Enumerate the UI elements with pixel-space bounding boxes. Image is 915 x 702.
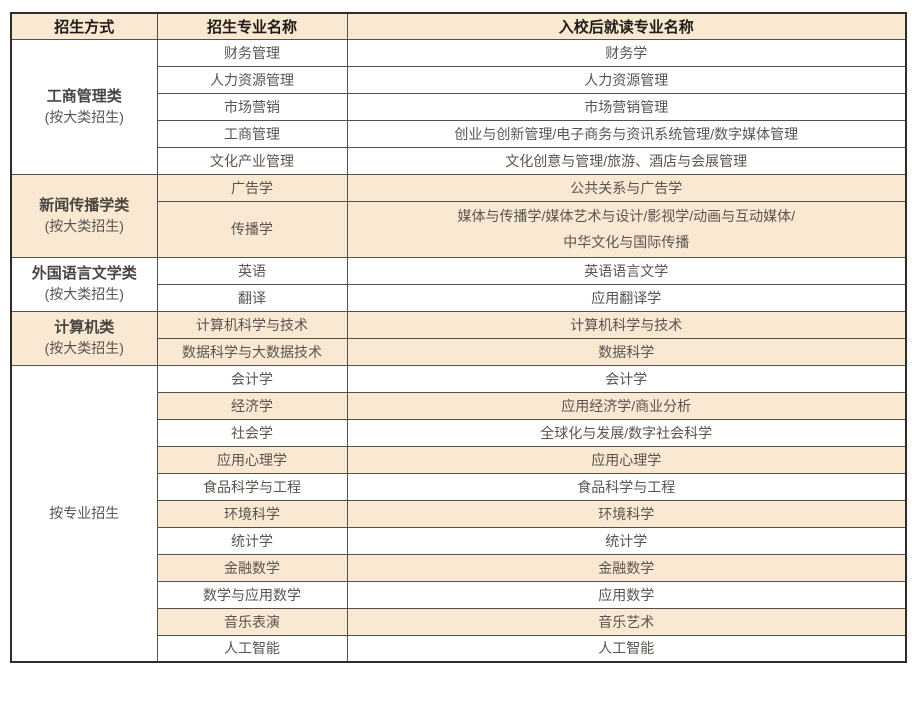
admissions-table: 招生方式 招生专业名称 入校后就读专业名称 工商管理类 (按大类招生) 财务管理… [10,12,907,663]
group-subtitle: (按大类招生) [44,340,124,356]
target-cell: 财务学 [346,38,907,67]
table-row: 社会学 全球化与发展/数字社会科学 [11,418,907,447]
table-row: 食品科学与工程 食品科学与工程 [11,472,907,501]
target-cell: 人力资源管理 [346,65,907,94]
target-cell: 应用经济学/商业分析 [346,391,907,420]
major-cell: 市场营销 [156,92,348,121]
table-row: 新闻传播学类 (按大类招生) 广告学 公共关系与广告学 [10,173,907,258]
group-subtitle: (按大类招生) [44,217,124,234]
target-cell: 应用数学 [346,580,907,609]
major-cell: 食品科学与工程 [156,472,348,501]
table-row: 环境科学 环境科学 [11,499,907,528]
table-row: 数学与应用数学 应用数学 [11,580,907,609]
target-cell: 英语语言文学 [346,256,907,285]
major-cell: 计算机科学与技术 [156,310,348,339]
major-cell: 翻译 [156,283,348,312]
table-row: 工商管理类 (按大类招生) 财务管理 财务学 [10,38,907,175]
target-cell: 全球化与发展/数字社会科学 [346,418,907,447]
major-cell: 会计学 [156,364,348,393]
target-cell: 媒体与传播学/媒体艺术与设计/影视学/动画与互动媒体/ 中华文化与国际传播 [346,200,907,258]
major-cell: 数学与应用数学 [156,580,348,609]
target-cell: 应用心理学 [346,445,907,474]
target-cell: 金融数学 [346,553,907,582]
column-header-admission-major: 招生专业名称 [156,12,348,40]
table-row: 经济学 应用经济学/商业分析 [11,391,907,420]
table-row: 工商管理 创业与创新管理/电子商务与资讯系统管理/数字媒体管理 [11,119,907,148]
group-name: 外国语言文学类 [31,265,137,282]
column-header-enrolled-major: 入校后就读专业名称 [346,12,907,40]
major-cell: 环境科学 [156,499,348,528]
table-row: 传播学 媒体与传播学/媒体艺术与设计/影视学/动画与互动媒体/ 中华文化与国际传… [11,200,907,258]
major-cell: 音乐表演 [156,607,348,636]
target-cell: 公共关系与广告学 [346,173,907,202]
target-cell: 计算机科学与技术 [346,310,907,339]
group-subtitle: (按大类招生) [44,108,124,125]
major-cell: 财务管理 [156,38,348,67]
major-cell: 数据科学与大数据技术 [156,337,348,366]
table-row: 统计学 统计学 [11,526,907,555]
group-name: 新闻传播学类 [39,196,130,214]
major-cell: 应用心理学 [156,445,348,474]
group-cell-business: 工商管理类 (按大类招生) [10,38,158,175]
target-cell: 食品科学与工程 [346,472,907,501]
table-row: 外国语言文学类 (按大类招生) 英语 英语语言文学 [10,256,907,312]
target-line-2: 中华文化与国际传播 [563,234,690,250]
major-cell: 传播学 [156,200,348,258]
target-cell: 文化创意与管理/旅游、酒店与会展管理 [346,146,907,175]
target-cell: 人工智能 [346,634,907,663]
table-row: 计算机类 (按大类招生) 计算机科学与技术 计算机科学与技术 [10,310,907,366]
table-row: 应用心理学 应用心理学 [11,445,907,474]
group-cell-journalism: 新闻传播学类 (按大类招生) [10,173,158,258]
major-cell: 英语 [156,256,348,285]
table-row: 音乐表演 音乐艺术 [11,607,907,636]
target-cell: 市场营销管理 [346,92,907,121]
target-line-1: 媒体与传播学/媒体艺术与设计/影视学/动画与互动媒体/ [457,208,796,224]
major-cell: 社会学 [156,418,348,447]
major-cell: 金融数学 [156,553,348,582]
target-cell: 会计学 [346,364,907,393]
major-cell: 经济学 [156,391,348,420]
table-row: 人力资源管理 人力资源管理 [11,65,907,94]
target-cell: 环境科学 [346,499,907,528]
table-row: 人工智能 人工智能 [11,634,907,663]
group-subtitle: (按大类招生) [44,286,124,302]
major-cell: 人工智能 [156,634,348,663]
table-row: 金融数学 金融数学 [11,553,907,582]
major-cell: 统计学 [156,526,348,555]
table-row: 市场营销 市场营销管理 [11,92,907,121]
table-row: 文化产业管理 文化创意与管理/旅游、酒店与会展管理 [11,146,907,175]
group-cell-foreign-languages: 外国语言文学类 (按大类招生) [10,256,158,312]
header-row: 招生方式 招生专业名称 入校后就读专业名称 [10,12,907,40]
target-cell: 应用翻译学 [346,283,907,312]
group-name: 计算机类 [54,319,115,336]
group-name: 工商管理类 [46,87,122,105]
major-cell: 文化产业管理 [156,146,348,175]
group-name: 按专业招生 [49,505,120,522]
group-cell-by-major: 按专业招生 [10,364,158,663]
target-cell: 创业与创新管理/电子商务与资讯系统管理/数字媒体管理 [346,119,907,148]
major-cell: 工商管理 [156,119,348,148]
target-cell: 统计学 [346,526,907,555]
table-row: 按专业招生 会计学 会计学 [10,364,907,663]
target-cell: 数据科学 [346,337,907,366]
major-cell: 人力资源管理 [156,65,348,94]
target-cell: 音乐艺术 [346,607,907,636]
column-header-admission-method: 招生方式 [10,12,158,40]
group-cell-computer: 计算机类 (按大类招生) [10,310,158,366]
major-cell: 广告学 [156,173,348,202]
